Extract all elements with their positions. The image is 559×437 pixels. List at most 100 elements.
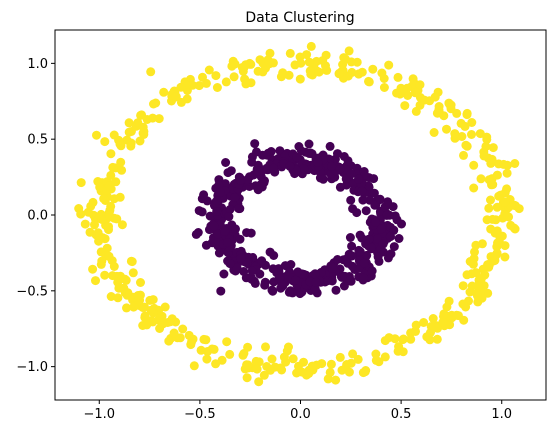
data-point: [371, 349, 381, 359]
data-point: [422, 332, 432, 342]
data-point: [76, 178, 86, 188]
x-tick-label: 0.5: [391, 407, 412, 422]
data-point: [327, 161, 337, 171]
data-point: [386, 249, 396, 259]
data-point: [201, 240, 211, 250]
data-point: [382, 210, 392, 220]
data-point: [293, 267, 303, 277]
data-point: [140, 312, 150, 322]
data-point: [104, 181, 114, 191]
data-point: [277, 365, 287, 375]
data-point: [484, 203, 494, 213]
data-point: [477, 239, 487, 249]
data-point: [241, 79, 251, 89]
data-point: [398, 335, 408, 345]
data-point: [352, 208, 362, 218]
data-point: [238, 350, 248, 360]
data-point: [117, 165, 127, 175]
data-point: [212, 207, 222, 216]
data-point: [335, 182, 345, 192]
data-point: [111, 177, 121, 187]
data-point: [345, 233, 355, 242]
data-point: [364, 76, 373, 86]
data-point: [331, 375, 341, 385]
data-point: [500, 197, 510, 207]
data-point: [359, 258, 369, 268]
data-point: [142, 320, 152, 330]
data-point: [94, 236, 104, 246]
data-point: [242, 258, 252, 268]
data-point: [502, 168, 512, 178]
data-point: [176, 82, 186, 92]
data-point: [225, 259, 235, 269]
data-point: [366, 243, 376, 253]
data-point: [216, 286, 226, 296]
data-point: [104, 251, 114, 261]
data-point: [279, 352, 289, 362]
data-point: [288, 354, 298, 364]
data-point: [246, 228, 256, 238]
data-point: [359, 273, 369, 283]
data-point: [475, 129, 485, 139]
data-point: [247, 266, 257, 276]
data-point: [106, 170, 116, 180]
data-point: [450, 129, 460, 139]
data-point: [106, 292, 116, 301]
data-point: [83, 207, 93, 217]
data-point: [196, 345, 206, 355]
data-point: [211, 71, 221, 81]
data-point: [406, 334, 416, 344]
data-point: [346, 195, 356, 205]
data-point: [126, 141, 136, 151]
data-point: [247, 157, 257, 167]
data-point: [292, 152, 302, 162]
data-point: [278, 68, 288, 78]
data-point: [113, 293, 123, 303]
data-point: [138, 122, 148, 132]
data-point: [378, 239, 388, 249]
data-point: [321, 61, 330, 71]
data-point: [135, 136, 145, 146]
x-tick-label: −0.5: [184, 407, 216, 422]
data-point: [109, 262, 119, 271]
data-point: [239, 267, 249, 276]
data-point: [311, 277, 321, 287]
data-point: [251, 356, 261, 366]
data-point: [100, 270, 110, 280]
data-point: [116, 157, 126, 167]
data-point: [432, 334, 442, 344]
data-point: [124, 127, 134, 137]
data-point: [479, 151, 489, 161]
data-point: [296, 146, 306, 156]
data-point: [313, 157, 323, 167]
data-point: [429, 128, 439, 137]
data-point: [488, 143, 498, 153]
data-point: [194, 206, 204, 216]
data-point: [325, 141, 335, 151]
data-point: [371, 217, 381, 227]
data-point: [326, 359, 336, 369]
data-point: [224, 212, 234, 222]
data-point: [462, 108, 472, 118]
data-point: [438, 317, 448, 327]
data-point: [419, 95, 429, 105]
data-point: [368, 64, 378, 74]
data-point: [495, 233, 505, 243]
data-point: [496, 190, 506, 200]
data-point: [492, 202, 502, 212]
data-point: [370, 200, 380, 210]
data-point: [461, 140, 471, 150]
y-tick-label: 0.0: [27, 209, 48, 224]
data-point: [331, 285, 341, 295]
data-point: [191, 229, 201, 239]
data-point: [80, 219, 90, 229]
data-point: [264, 57, 274, 67]
data-point: [154, 114, 164, 124]
data-point: [187, 337, 197, 347]
data-point: [347, 67, 357, 77]
data-point: [99, 194, 109, 204]
data-point: [221, 158, 231, 167]
data-point: [104, 222, 113, 232]
y-axis: 1.0 0.5 0.0 −0.5 −1.0: [16, 57, 55, 375]
